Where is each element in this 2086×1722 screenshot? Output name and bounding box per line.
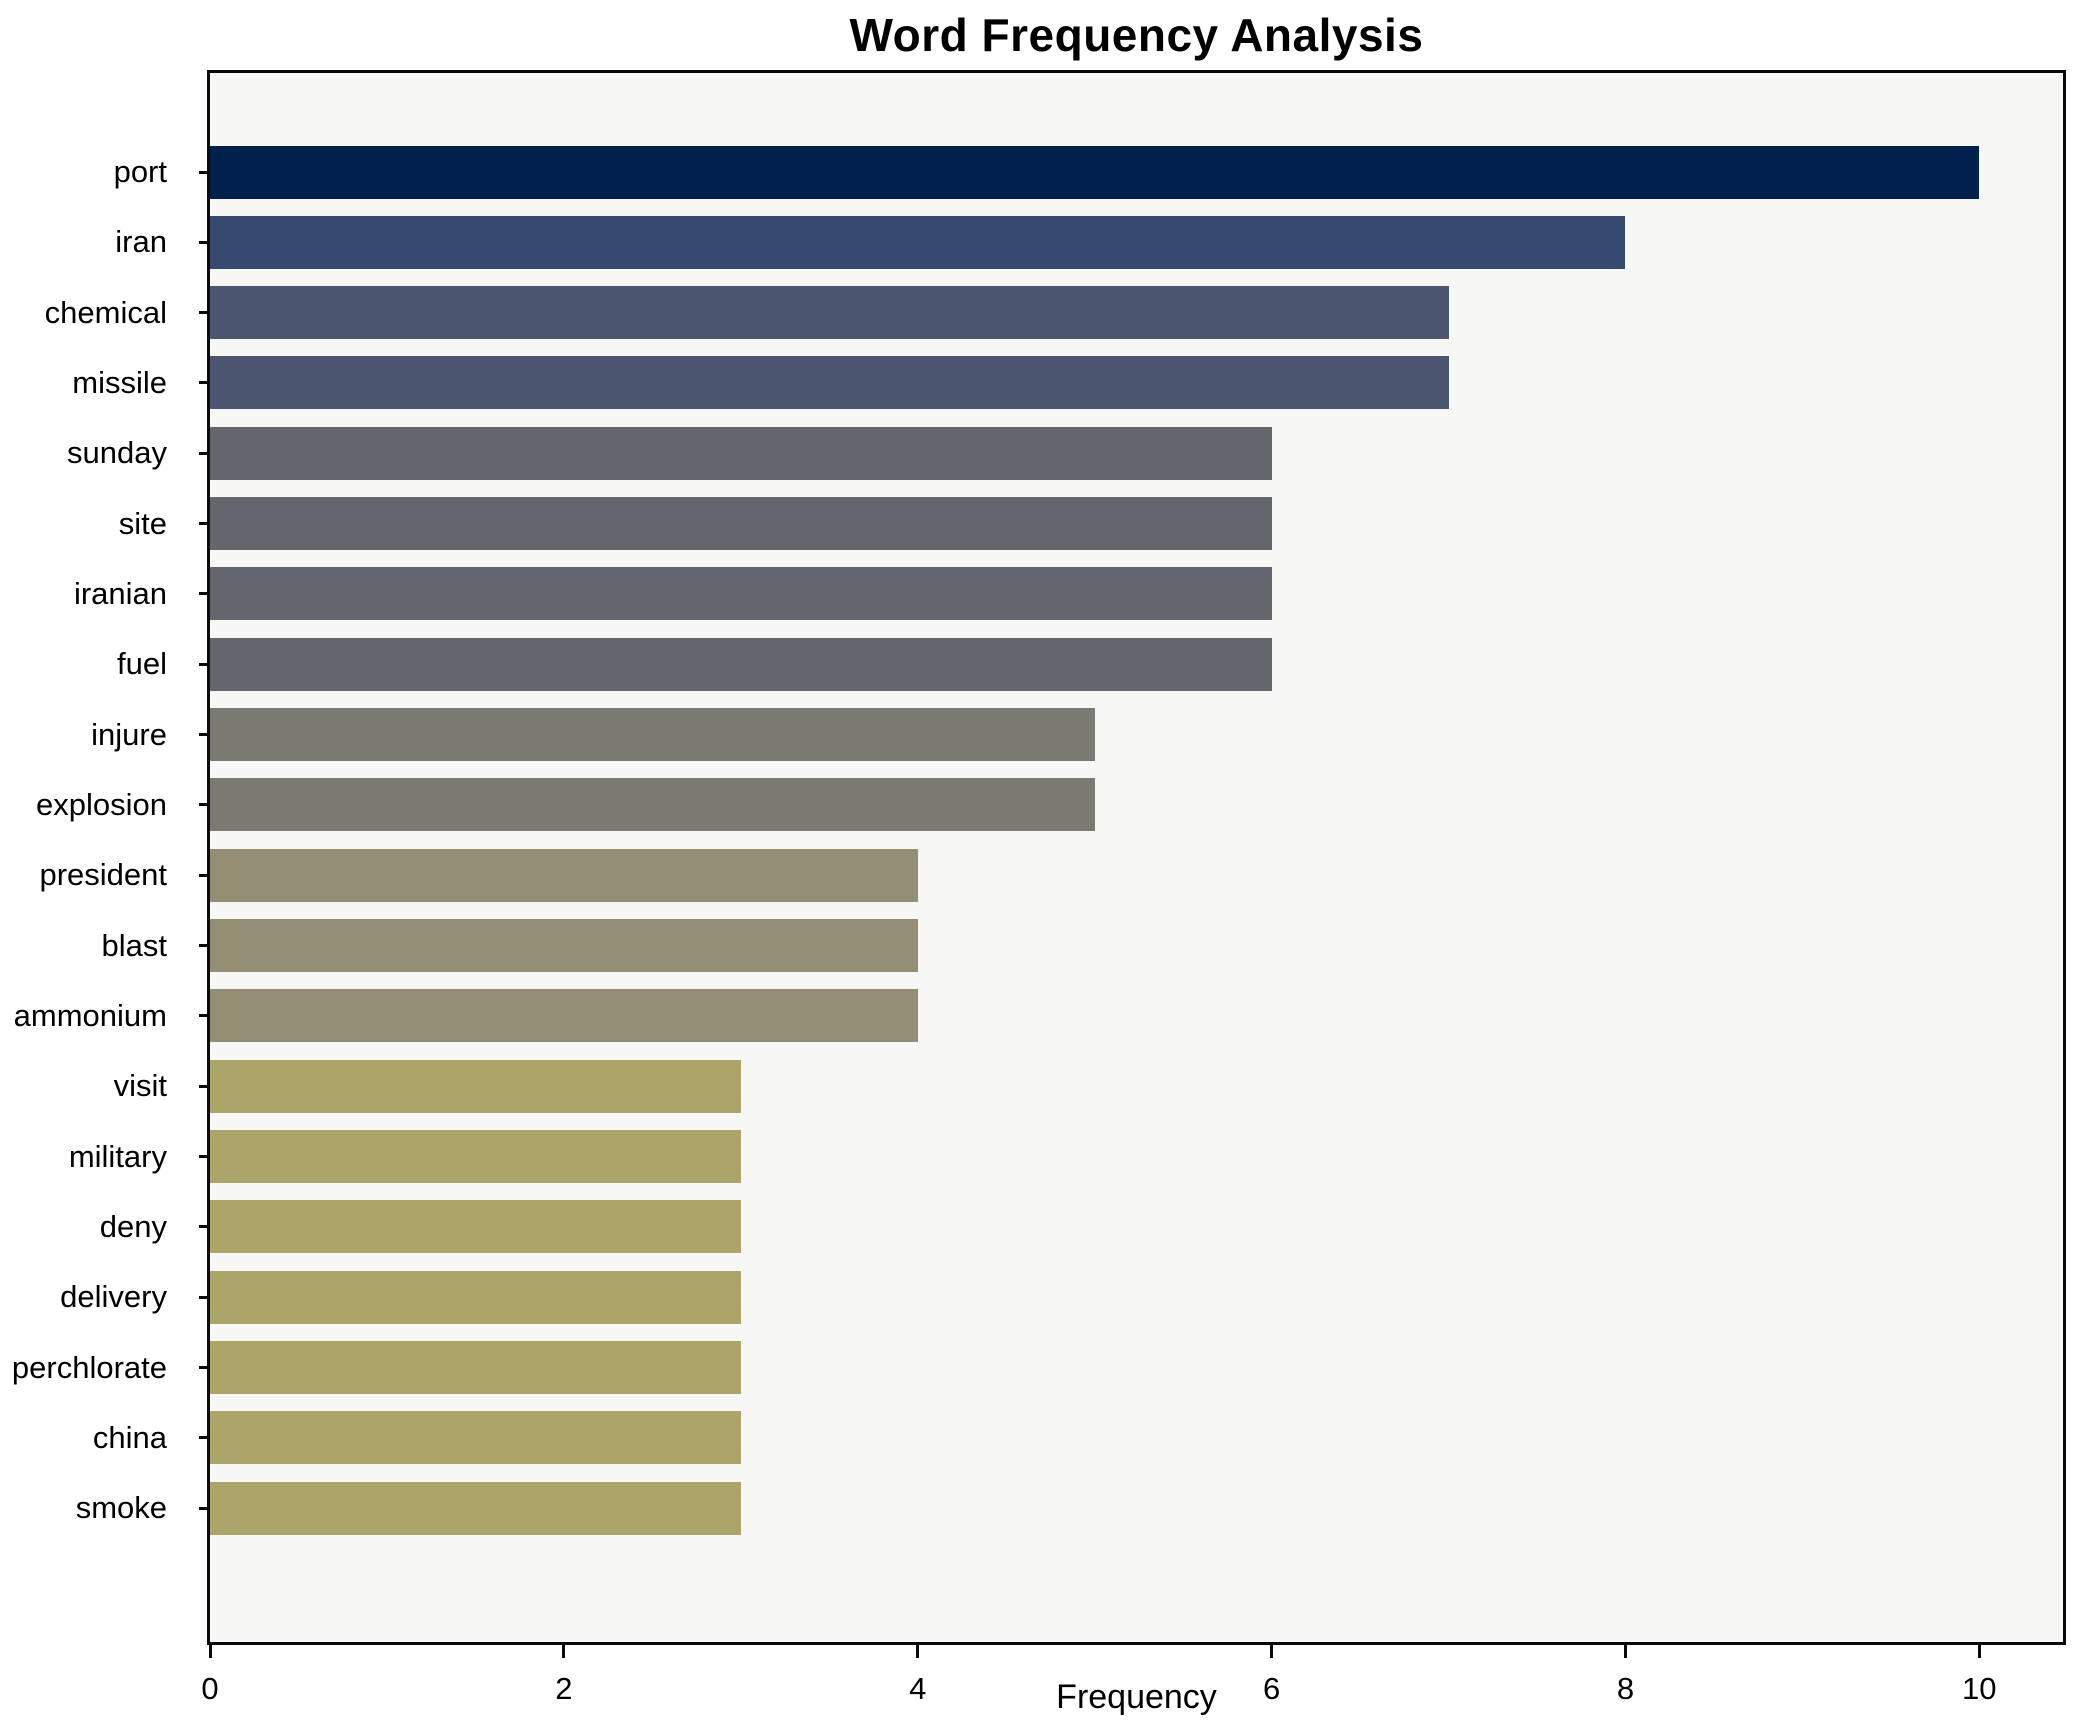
y-tick-label-chemical: chemical	[44, 294, 167, 330]
y-tick-label-delivery: delivery	[60, 1279, 167, 1315]
y-tick-mark	[199, 803, 210, 807]
x-tick-mark	[1977, 1645, 1981, 1658]
y-tick-mark	[199, 873, 210, 877]
x-tick-label-8: 8	[1616, 1671, 1635, 1706]
y-tick-label-sunday: sunday	[67, 435, 167, 471]
y-tick-mark	[199, 1155, 210, 1159]
y-tick-mark	[199, 451, 210, 455]
bar-port	[210, 145, 1980, 199]
y-tick-label-perchlorate: perchlorate	[11, 1349, 167, 1385]
y-tick-label-explosion: explosion	[36, 786, 167, 822]
y-tick-mark	[199, 1084, 210, 1088]
y-tick-label-deny: deny	[99, 1208, 167, 1244]
bar-smoke	[210, 1481, 741, 1535]
bar-military	[210, 1130, 741, 1184]
bar-chemical	[210, 286, 1449, 340]
bar-blast	[210, 919, 918, 973]
bar-delivery	[210, 1270, 741, 1324]
bar-visit	[210, 1059, 741, 1113]
x-tick-label-4: 4	[909, 1671, 927, 1706]
y-tick-mark	[199, 1295, 210, 1299]
x-tick-mark	[208, 1645, 212, 1658]
y-tick-mark	[199, 1225, 210, 1229]
x-tick-label-0: 0	[201, 1671, 219, 1706]
x-tick-mark	[916, 1645, 920, 1658]
y-tick-label-fuel: fuel	[117, 646, 167, 682]
x-tick-label-2: 2	[555, 1671, 573, 1706]
bar-explosion	[210, 778, 1095, 832]
y-tick-label-smoke: smoke	[75, 1490, 167, 1526]
y-tick-label-china: china	[92, 1419, 167, 1455]
bar-perchlorate	[210, 1341, 741, 1395]
y-tick-mark	[199, 311, 210, 315]
y-tick-mark	[199, 170, 210, 174]
bar-sunday	[210, 426, 1272, 480]
y-tick-label-injure: injure	[91, 716, 167, 752]
x-tick-label-10: 10	[1962, 1671, 1997, 1706]
y-tick-label-blast: blast	[101, 927, 167, 963]
y-tick-label-iranian: iranian	[73, 575, 167, 611]
y-tick-label-ammonium: ammonium	[13, 997, 167, 1033]
bar-iran	[210, 215, 1626, 269]
y-tick-label-port: port	[113, 154, 167, 189]
bar-deny	[210, 1200, 741, 1254]
y-tick-mark	[199, 381, 210, 385]
y-tick-mark	[199, 944, 210, 948]
x-tick-mark	[562, 1645, 566, 1658]
y-tick-label-military: military	[68, 1138, 167, 1174]
x-tick-label-6: 6	[1262, 1671, 1281, 1706]
bar-injure	[210, 708, 1095, 762]
y-tick-mark	[199, 662, 210, 666]
x-axis-label: Frequency	[1056, 1678, 1217, 1716]
y-tick-mark	[199, 1366, 210, 1370]
plot-area: port iran chemical missile sunday site iranian…	[12, 70, 2066, 1706]
y-tick-mark	[199, 592, 210, 596]
y-tick-mark	[199, 733, 210, 737]
bar-china	[210, 1411, 741, 1465]
bar-iranian	[210, 567, 1272, 621]
y-tick-mark	[199, 522, 210, 526]
bar-ammonium	[210, 989, 918, 1043]
y-tick-label-iran: iran	[115, 224, 167, 260]
y-tick-mark	[199, 1436, 210, 1440]
y-tick-mark	[199, 240, 210, 244]
y-tick-mark	[199, 1014, 210, 1018]
y-tick-label-president: president	[39, 857, 167, 893]
bar-fuel	[210, 637, 1272, 691]
y-tick-mark	[199, 1506, 210, 1510]
bar-president	[210, 848, 918, 902]
y-tick-label-missile: missile	[72, 364, 167, 400]
y-tick-label-visit: visit	[113, 1068, 167, 1104]
chart-title: Word Frequency Analysis	[849, 9, 1424, 61]
x-tick-mark	[1623, 1645, 1627, 1658]
x-tick-mark	[1270, 1645, 1274, 1658]
bar-site	[210, 497, 1272, 551]
y-tick-label-site: site	[118, 505, 167, 541]
bar-missile	[210, 356, 1449, 410]
